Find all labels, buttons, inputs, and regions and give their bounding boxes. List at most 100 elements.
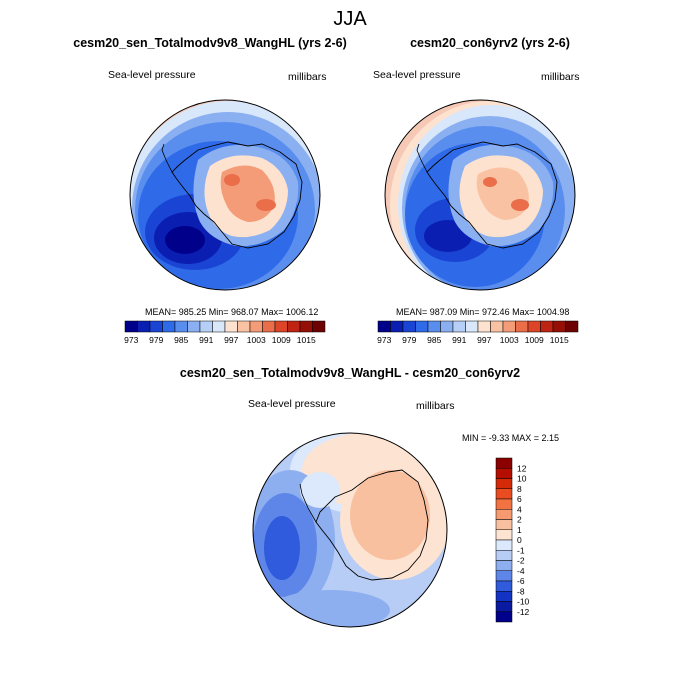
colorbar-box bbox=[390, 320, 404, 333]
colorbar-box bbox=[495, 478, 513, 489]
figure-title: JJA bbox=[333, 8, 367, 30]
colorbar-box bbox=[495, 539, 513, 551]
colorbar-box bbox=[495, 529, 513, 541]
colorbar-box bbox=[552, 320, 566, 333]
colorbar-tick-label: 1003 bbox=[500, 335, 519, 345]
colorbar-tick-label: -12 bbox=[517, 607, 530, 617]
colorbar-tick-label: 973 bbox=[124, 335, 138, 345]
colorbar-box bbox=[495, 611, 513, 623]
colorbar-box bbox=[199, 320, 213, 333]
colorbar-tick-label: 1009 bbox=[272, 335, 291, 345]
colorbar-tick-label: 991 bbox=[452, 335, 466, 345]
colorbar-box bbox=[274, 320, 288, 333]
colorbar-box bbox=[495, 550, 513, 561]
panel1-title: cesm20_sen_Totalmodv9v8_WangHL (yrs 2-6) bbox=[73, 36, 347, 50]
peninsula-coastline bbox=[299, 483, 317, 523]
panel2-units-label: millibars bbox=[541, 71, 580, 83]
panel2-variable-label: Sea-level pressure bbox=[373, 69, 461, 81]
colorbar-box bbox=[495, 509, 513, 520]
colorbar-tick-label: 973 bbox=[377, 335, 391, 345]
panel2-map bbox=[384, 99, 576, 291]
colorbar-tick-label: 0 bbox=[517, 535, 522, 545]
colorbar-box bbox=[124, 320, 138, 333]
colorbar-tick-label: -2 bbox=[517, 556, 525, 566]
colorbar-box bbox=[287, 320, 301, 333]
colorbar-tick-label: 4 bbox=[517, 504, 522, 514]
colorbar-box bbox=[149, 320, 163, 333]
panel3-variable-label: Sea-level pressure bbox=[248, 398, 336, 410]
colorbar-box bbox=[249, 320, 263, 333]
colorbar-box bbox=[502, 320, 516, 333]
panel1-variable-label: Sea-level pressure bbox=[108, 69, 196, 81]
colorbar-box bbox=[299, 320, 313, 333]
colorbar-tick-label: 6 bbox=[517, 494, 522, 504]
colorbar-tick-label: 979 bbox=[402, 335, 416, 345]
colorbar-box bbox=[402, 320, 416, 333]
colorbar-tick-label: 12 bbox=[517, 463, 527, 473]
panel2-stats: MEAN= 987.09 Min= 972.46 Max= 1004.98 bbox=[396, 307, 570, 317]
colorbar-tick-label: 1015 bbox=[297, 335, 316, 345]
antarctica-coastline bbox=[171, 141, 303, 249]
panel3-stats: MIN = -9.33 MAX = 2.15 bbox=[462, 433, 560, 443]
colorbar-tick-label: 1009 bbox=[525, 335, 544, 345]
peninsula-coastline bbox=[161, 143, 173, 173]
colorbar-tick-label: 8 bbox=[517, 484, 522, 494]
panel2-colorbar: 973 979 985 991 997 1003 1009 1015 bbox=[377, 320, 579, 345]
colorbar-tick-label: 979 bbox=[149, 335, 163, 345]
colorbar-box bbox=[377, 320, 391, 333]
colorbar-tick-label: 985 bbox=[427, 335, 441, 345]
colorbar-box bbox=[187, 320, 201, 333]
colorbar-box bbox=[237, 320, 251, 333]
colorbar-box bbox=[224, 320, 238, 333]
colorbar-box bbox=[440, 320, 454, 333]
panel1-map-border bbox=[129, 99, 321, 291]
colorbar-box bbox=[174, 320, 188, 333]
panel3-title: cesm20_sen_Totalmodv9v8_WangHL - cesm20_… bbox=[179, 366, 521, 380]
colorbar-box bbox=[495, 591, 513, 602]
colorbar-box bbox=[495, 580, 513, 592]
panel2-title: cesm20_con6yrv2 (yrs 2-6) bbox=[410, 36, 570, 50]
colorbar-tick-label: 1015 bbox=[550, 335, 569, 345]
colorbar-box bbox=[527, 320, 541, 333]
colorbar-box bbox=[495, 488, 513, 500]
antarctica-coastline bbox=[426, 141, 558, 249]
colorbar-tick-label: -10 bbox=[517, 597, 530, 607]
colorbar-box bbox=[427, 320, 441, 333]
colorbar-box bbox=[477, 320, 491, 333]
colorbar-tick-label: 10 bbox=[517, 474, 527, 484]
panel1-colorbar: 973 979 985 991 997 1003 1009 1015 bbox=[124, 320, 326, 345]
panel1-units-label: millibars bbox=[288, 71, 327, 83]
colorbar-box bbox=[495, 457, 513, 469]
colorbar-box bbox=[495, 570, 513, 582]
panel1-stats: MEAN= 985.25 Min= 968.07 Max= 1006.12 bbox=[145, 307, 319, 317]
panel3-units-label: millibars bbox=[416, 400, 455, 412]
colorbar-box bbox=[137, 320, 151, 333]
antarctica-coastline bbox=[315, 469, 429, 581]
colorbar-tick-label: -8 bbox=[517, 586, 525, 596]
colorbar-tick-label: 997 bbox=[224, 335, 238, 345]
panel2-map-border bbox=[384, 99, 576, 291]
colorbar-box bbox=[495, 519, 513, 530]
panel3-map bbox=[252, 432, 448, 628]
colorbar-box bbox=[162, 320, 176, 333]
peninsula-coastline bbox=[416, 143, 428, 173]
colorbar-tick-label: -6 bbox=[517, 576, 525, 586]
colorbar-box bbox=[465, 320, 479, 333]
colorbar-box bbox=[495, 468, 513, 479]
colorbar-box bbox=[515, 320, 529, 333]
colorbar-tick-label: 991 bbox=[199, 335, 213, 345]
colorbar-box bbox=[415, 320, 429, 333]
colorbar-tick-label: 1 bbox=[517, 525, 522, 535]
colorbar-box bbox=[495, 560, 513, 571]
colorbar-tick-label: 985 bbox=[174, 335, 188, 345]
colorbar-box bbox=[565, 320, 579, 333]
colorbar-tick-label: 997 bbox=[477, 335, 491, 345]
colorbar-box bbox=[452, 320, 466, 333]
colorbar-box bbox=[212, 320, 226, 333]
panel1-map bbox=[129, 99, 321, 291]
colorbar-box bbox=[262, 320, 276, 333]
colorbar-tick-label: 1003 bbox=[247, 335, 266, 345]
colorbar-box bbox=[540, 320, 554, 333]
